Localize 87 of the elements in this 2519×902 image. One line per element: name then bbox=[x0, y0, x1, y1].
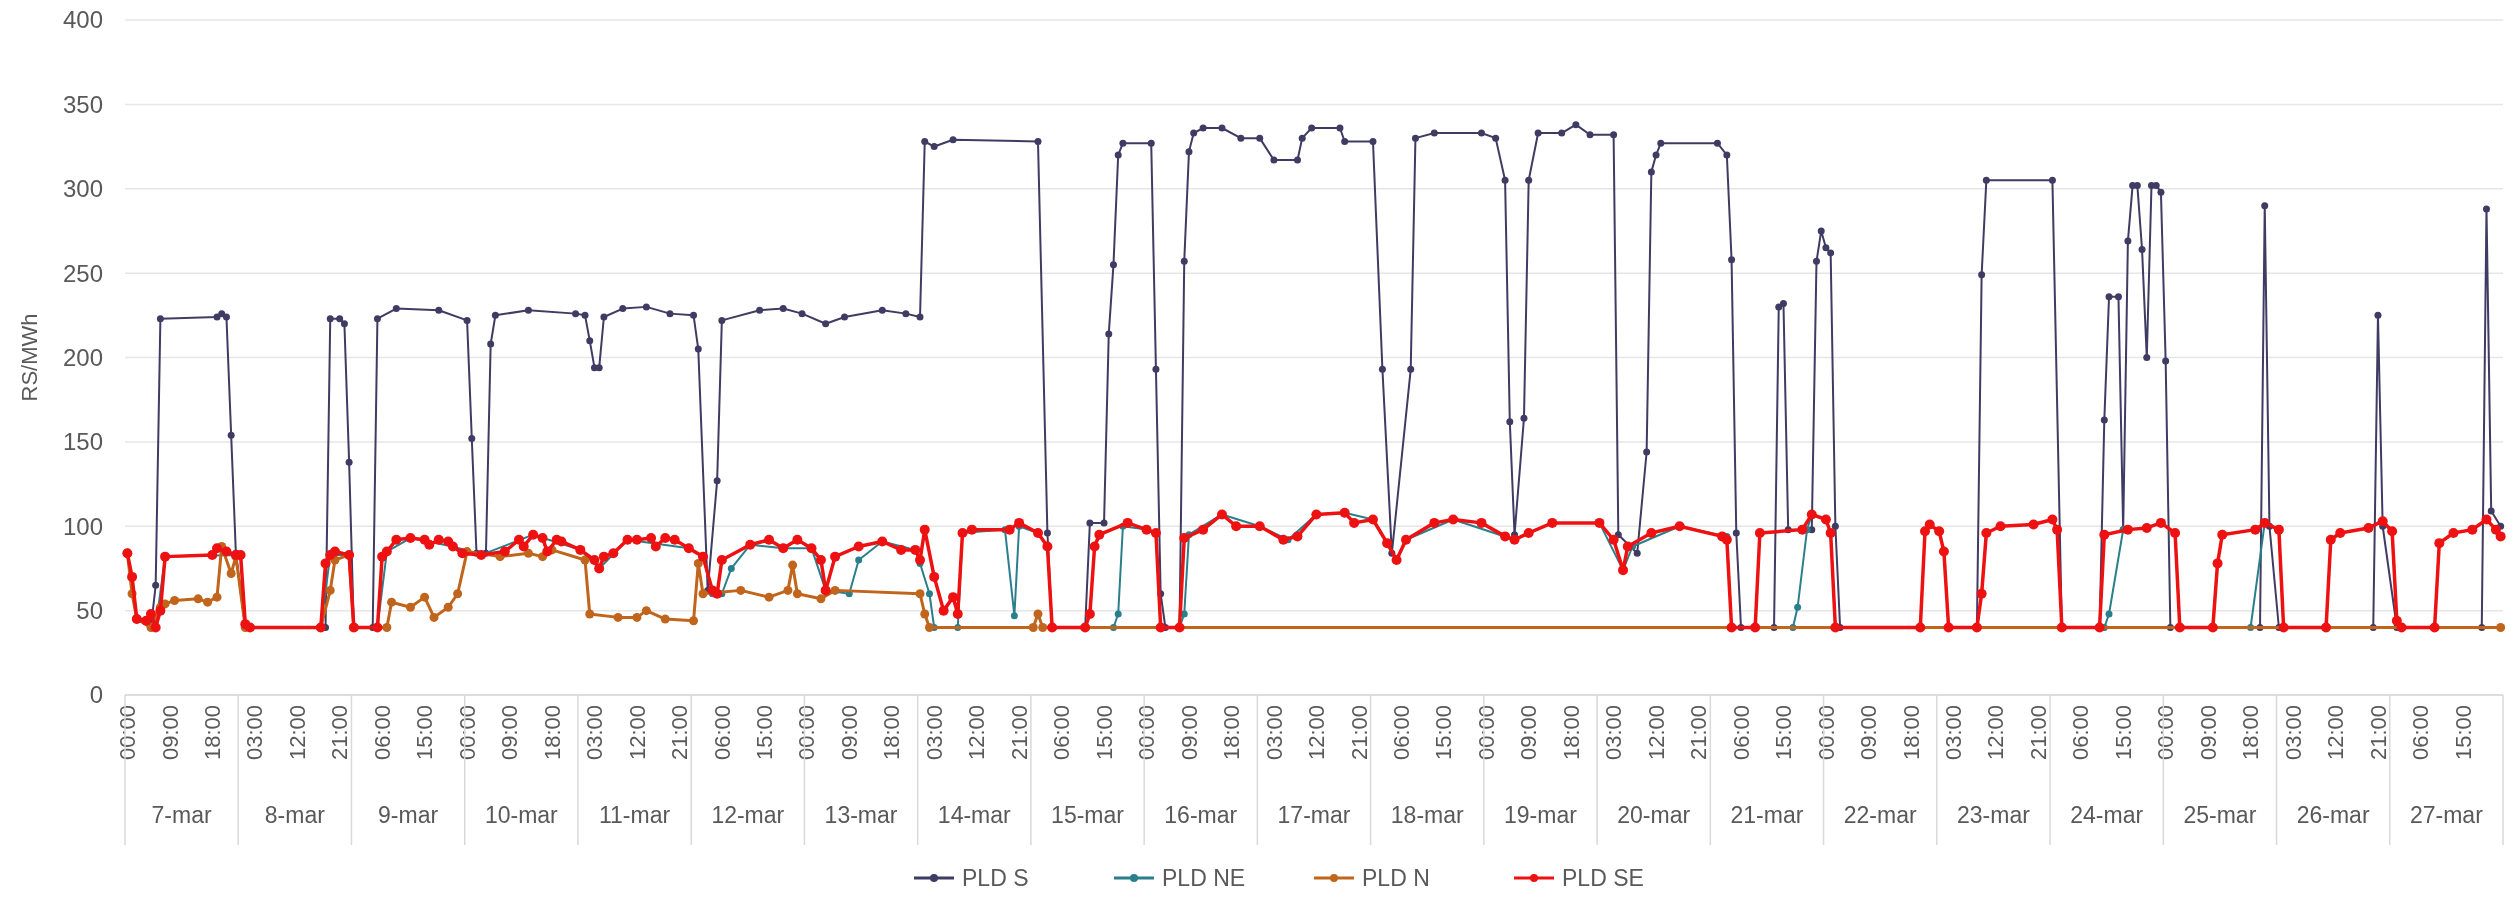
x2-tick-label: 23-mar bbox=[1957, 802, 2031, 828]
x-tick-label: 21:00 bbox=[2365, 705, 2391, 761]
x-tick-label: 21:00 bbox=[1686, 705, 1712, 761]
x-tick-label: 15:00 bbox=[1091, 705, 1117, 761]
x-tick-label: 06:00 bbox=[2068, 705, 2094, 761]
x-tick-label: 06:00 bbox=[1049, 705, 1075, 761]
x-tick-label: 21:00 bbox=[327, 705, 353, 761]
x-tick-label: 15:00 bbox=[1431, 705, 1457, 761]
x-tick-label: 03:00 bbox=[1261, 705, 1287, 761]
x-tick-label: 06:00 bbox=[2408, 705, 2434, 761]
x-tick-label: 06:00 bbox=[1728, 705, 1754, 761]
x-tick-label: 12:00 bbox=[284, 705, 310, 761]
x2-tick-label: 19-mar bbox=[1504, 802, 1578, 828]
y-tick-label: 400 bbox=[62, 6, 103, 34]
x-tick-label: 18:00 bbox=[1219, 705, 1245, 761]
x-tick-label: 18:00 bbox=[539, 705, 565, 761]
x2-tick-label: 10-mar bbox=[484, 802, 559, 828]
x-tick-label: 15:00 bbox=[1771, 705, 1797, 761]
x2-tick-label: 7-mar bbox=[151, 802, 212, 828]
y-axis-title: RS/MWh bbox=[17, 313, 42, 402]
x2-tick-label: 15-mar bbox=[1051, 802, 1125, 828]
x-tick-label: 18:00 bbox=[879, 705, 905, 761]
x-tick-label: 09:00 bbox=[2195, 705, 2221, 761]
x-tick-label: 12:00 bbox=[1643, 705, 1669, 761]
x-tick-label: 06:00 bbox=[709, 705, 735, 761]
x-tick-label: 15:00 bbox=[2110, 705, 2136, 761]
y-tick-label: 100 bbox=[62, 512, 103, 540]
x-tick-label: 09:00 bbox=[1176, 705, 1202, 761]
x-tick-label: 09:00 bbox=[836, 705, 862, 761]
x-tick-label: 21:00 bbox=[1346, 705, 1372, 761]
y-tick-label: 0 bbox=[89, 681, 103, 709]
x2-tick-label: 18-mar bbox=[1390, 802, 1464, 828]
x-tick-label: 12:00 bbox=[1304, 705, 1330, 761]
legend-label: PLD S bbox=[962, 865, 1029, 892]
x2-tick-label: 21-mar bbox=[1730, 802, 1804, 828]
x-tick-label: 12:00 bbox=[2323, 705, 2349, 761]
x2-tick-label: 14-mar bbox=[937, 802, 1012, 828]
y-tick-label: 150 bbox=[62, 428, 103, 456]
x-tick-label: 18:00 bbox=[1558, 705, 1584, 761]
x2-tick-label: 22-mar bbox=[1843, 802, 1917, 828]
x-tick-label: 00:00 bbox=[1473, 705, 1499, 761]
x-tick-label: 03:00 bbox=[921, 705, 947, 761]
x2-tick-label: 12-mar bbox=[711, 802, 785, 828]
x-tick-label: 09:00 bbox=[497, 705, 523, 761]
x-tick-label: 21:00 bbox=[667, 705, 693, 761]
x-tick-label: 15:00 bbox=[412, 705, 438, 761]
x2-tick-label: 20-mar bbox=[1617, 802, 1691, 828]
x-tick-label: 03:00 bbox=[242, 705, 268, 761]
x-tick-label: 15:00 bbox=[752, 705, 778, 761]
x-tick-label: 09:00 bbox=[1516, 705, 1542, 761]
legend-label: PLD NE bbox=[1162, 865, 1246, 892]
x2-tick-label: 24-mar bbox=[2070, 802, 2144, 828]
x2-tick-label: 11-mar bbox=[598, 802, 671, 828]
x-tick-label: 12:00 bbox=[1983, 705, 2009, 761]
x-tick-label: 21:00 bbox=[2025, 705, 2051, 761]
x2-tick-label: 8-mar bbox=[264, 802, 326, 828]
x2-tick-label: 13-mar bbox=[824, 802, 898, 828]
y-tick-label: 350 bbox=[62, 90, 103, 118]
x-tick-label: 18:00 bbox=[2238, 705, 2264, 761]
x2-tick-label: 25-mar bbox=[2183, 802, 2257, 828]
x2-tick-label: 16-mar bbox=[1164, 802, 1238, 828]
x-tick-label: 15:00 bbox=[2450, 705, 2476, 761]
x-tick-label: 00:00 bbox=[1134, 705, 1160, 761]
x-tick-label: 03:00 bbox=[1941, 705, 1967, 761]
x-tick-label: 03:00 bbox=[2280, 705, 2306, 761]
x-tick-label: 06:00 bbox=[369, 705, 395, 761]
x-tick-label: 18:00 bbox=[1898, 705, 1924, 761]
y-tick-label: 300 bbox=[62, 175, 103, 203]
x-tick-label: 12:00 bbox=[624, 705, 650, 761]
x-tick-label: 18:00 bbox=[199, 705, 225, 761]
legend-label: PLD N bbox=[1362, 865, 1430, 892]
y-tick-label: 50 bbox=[76, 597, 103, 625]
legend-label: PLD SE bbox=[1562, 865, 1644, 892]
x2-tick-label: 17-mar bbox=[1277, 802, 1351, 828]
x2-tick-label: 26-mar bbox=[2296, 802, 2370, 828]
x-tick-label: 03:00 bbox=[582, 705, 608, 761]
x2-tick-label: 9-mar bbox=[378, 802, 439, 828]
x-tick-label: 09:00 bbox=[157, 705, 183, 761]
y-tick-label: 200 bbox=[62, 343, 103, 371]
x-tick-label: 12:00 bbox=[964, 705, 990, 761]
x-tick-label: 00:00 bbox=[115, 705, 141, 761]
x2-tick-label: 27-mar bbox=[2409, 802, 2484, 828]
x-tick-label: 21:00 bbox=[1006, 705, 1032, 761]
y-tick-label: 250 bbox=[62, 259, 103, 287]
x-tick-label: 06:00 bbox=[1388, 705, 1414, 761]
x-tick-label: 03:00 bbox=[1601, 705, 1627, 761]
x-tick-label: 09:00 bbox=[1856, 705, 1882, 761]
